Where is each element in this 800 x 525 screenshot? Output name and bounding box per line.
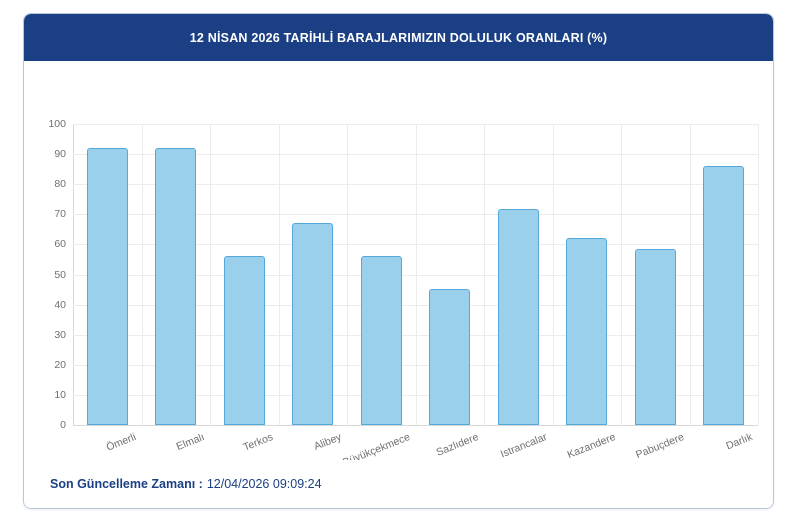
bar--merli[interactable]: [86, 148, 128, 425]
y-axis-tick-label: 0: [60, 419, 66, 431]
category-gridline: [347, 124, 348, 425]
y-axis-tick-label: 90: [54, 148, 66, 161]
category-gridline: [142, 124, 143, 425]
category-gridline: [210, 124, 211, 425]
gridline: [73, 184, 758, 186]
gridline: [73, 214, 758, 216]
y-axis-tick-label: 100: [48, 118, 66, 130]
y-axis-tick-label: 70: [54, 208, 66, 221]
gridline: [73, 364, 758, 366]
bar-series: [73, 124, 758, 425]
bar-alibey[interactable]: [292, 223, 334, 425]
y-axis-tick-label: 10: [54, 388, 66, 401]
gridline: [73, 334, 758, 336]
last-update-value: 12/04/2026 09:09:24: [206, 477, 322, 491]
card-header: 12 NİSAN 2026 TARİHLİ BARAJLARIMIZIN DOL…: [24, 14, 773, 61]
y-axis-tick-label: 20: [54, 358, 66, 371]
y-axis-tick-label: 50: [54, 268, 66, 281]
y-axis-tick-label: 60: [54, 238, 66, 251]
y-axis-tick-label: 40: [54, 298, 66, 311]
bar-pabu-dere[interactable]: [634, 248, 676, 425]
card-body: 0 10 20 30 40 50 60 70 80 90 100 Ömerli Elmalı Terko…: [24, 61, 773, 469]
bar-kazandere[interactable]: [566, 238, 608, 425]
gridline: [73, 124, 758, 125]
gridline: [73, 244, 758, 246]
category-gridline: [553, 124, 554, 425]
dam-occupancy-card: 12 NİSAN 2026 TARİHLİ BARAJLARIMIZIN DOL…: [23, 13, 774, 509]
bar-darl-k[interactable]: [703, 166, 745, 425]
gridline: [73, 154, 758, 156]
last-update-label: Son Güncelleme Zamanı :: [50, 477, 203, 491]
category-gridline: [416, 124, 417, 425]
category-gridline: [279, 124, 280, 425]
category-gridline: [484, 124, 485, 425]
gridline: [73, 274, 758, 276]
bar-sazl-dere[interactable]: [429, 288, 471, 425]
plot-area: 0 10 20 30 40 50 60 70 80 90 100: [48, 118, 759, 431]
y-axis-tick-label: 80: [54, 178, 66, 191]
bar-chart: 0 10 20 30 40 50 60 70 80 90 100 Ömerli Elmalı Terko…: [24, 61, 773, 469]
bar-istrancalar[interactable]: [497, 208, 539, 425]
gridline: [73, 394, 758, 396]
card-footer: Son Güncelleme Zamanı : 12/04/2026 09:09…: [24, 460, 773, 508]
category-gridline: [621, 124, 622, 425]
category-gridline: [690, 124, 691, 425]
page-title: 12 NİSAN 2026 TARİHLİ BARAJLARIMIZIN DOL…: [189, 30, 608, 45]
y-axis-tick-label: 30: [54, 328, 66, 341]
category-gridline: [758, 124, 759, 425]
x-axis-labels: Ömerli Elmalı Terkos Alibey Büyükçekmece Sazl…: [73, 425, 758, 469]
bar-b-y-k-ekmece[interactable]: [360, 255, 402, 425]
gridline: [73, 304, 758, 306]
bar-terkos[interactable]: [223, 256, 265, 425]
bar-elmal-[interactable]: [155, 148, 197, 425]
gridline: [73, 425, 758, 426]
